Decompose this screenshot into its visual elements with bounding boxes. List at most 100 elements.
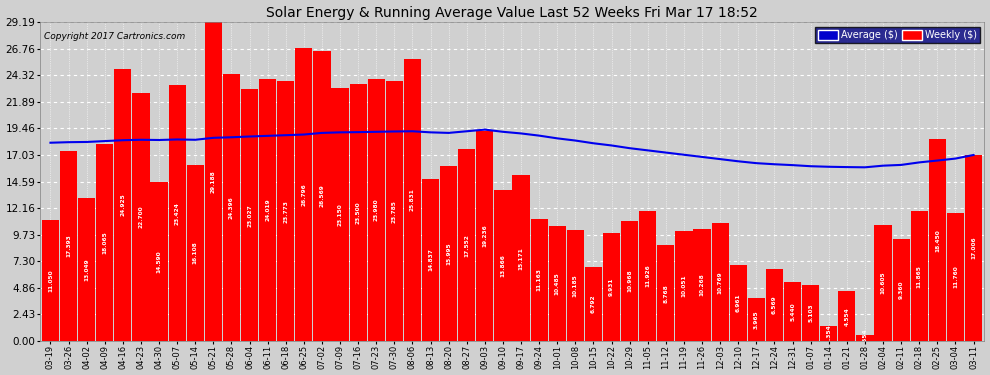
Text: 19.236: 19.236: [482, 225, 487, 248]
Bar: [314, 51, 331, 341]
Bar: [874, 225, 892, 341]
Bar: [494, 189, 512, 341]
Bar: [766, 269, 783, 341]
Bar: [332, 88, 348, 341]
Bar: [657, 245, 674, 341]
Bar: [205, 22, 222, 341]
Text: 9.931: 9.931: [609, 278, 614, 296]
Text: 15.171: 15.171: [519, 247, 524, 270]
Title: Solar Energy & Running Average Value Last 52 Weeks Fri Mar 17 18:52: Solar Energy & Running Average Value Las…: [266, 6, 758, 20]
Text: 11.865: 11.865: [917, 265, 922, 288]
Text: 18.065: 18.065: [102, 231, 107, 254]
Text: 11.926: 11.926: [645, 264, 650, 287]
Text: 23.027: 23.027: [248, 204, 252, 226]
Text: 10.769: 10.769: [718, 271, 723, 294]
Bar: [946, 213, 964, 341]
Bar: [441, 166, 457, 341]
Text: 17.393: 17.393: [66, 235, 71, 257]
Bar: [223, 75, 240, 341]
Text: 23.500: 23.500: [355, 201, 360, 224]
Bar: [349, 84, 366, 341]
Text: 14.837: 14.837: [428, 249, 433, 272]
Text: 13.049: 13.049: [84, 258, 89, 281]
Text: 10.485: 10.485: [554, 272, 559, 295]
Text: Copyright 2017 Cartronics.com: Copyright 2017 Cartronics.com: [45, 32, 185, 40]
Text: 23.773: 23.773: [283, 200, 288, 223]
Bar: [295, 48, 313, 341]
Bar: [42, 220, 59, 341]
Text: 10.051: 10.051: [681, 275, 686, 297]
Bar: [367, 79, 385, 341]
Bar: [603, 232, 620, 341]
Bar: [458, 149, 475, 341]
Text: 11.050: 11.050: [48, 269, 52, 292]
Bar: [856, 335, 873, 341]
Bar: [548, 226, 566, 341]
Bar: [168, 85, 186, 341]
Text: 14.590: 14.590: [156, 250, 161, 273]
Bar: [96, 144, 114, 341]
Text: 18.450: 18.450: [935, 229, 940, 252]
Bar: [78, 198, 95, 341]
Text: 5.103: 5.103: [808, 304, 813, 322]
Text: 10.968: 10.968: [628, 270, 633, 292]
Text: 4.554: 4.554: [844, 307, 849, 326]
Text: 10.605: 10.605: [880, 272, 886, 294]
Text: 13.866: 13.866: [501, 254, 506, 277]
Bar: [259, 79, 276, 341]
Text: 10.185: 10.185: [573, 274, 578, 297]
Bar: [187, 165, 204, 341]
Bar: [839, 291, 855, 341]
Text: 23.424: 23.424: [174, 202, 179, 225]
Text: 6.569: 6.569: [772, 296, 777, 315]
Text: 16.108: 16.108: [193, 242, 198, 264]
Text: 26.796: 26.796: [301, 183, 306, 206]
Text: 25.831: 25.831: [410, 189, 415, 211]
Text: 15.995: 15.995: [446, 242, 451, 265]
Bar: [60, 151, 77, 341]
Bar: [784, 282, 801, 341]
Bar: [747, 298, 765, 341]
Text: 17.552: 17.552: [464, 234, 469, 256]
Text: 11.760: 11.760: [953, 266, 958, 288]
Text: 26.569: 26.569: [320, 184, 325, 207]
Text: 0.554: 0.554: [862, 329, 867, 347]
Bar: [712, 224, 729, 341]
Bar: [277, 81, 294, 341]
Text: 24.019: 24.019: [265, 198, 270, 221]
Bar: [693, 229, 711, 341]
Text: 24.396: 24.396: [229, 196, 234, 219]
Text: 29.188: 29.188: [211, 170, 216, 193]
Text: 11.163: 11.163: [537, 268, 542, 291]
Text: 22.700: 22.700: [139, 206, 144, 228]
Bar: [386, 81, 403, 341]
Bar: [422, 179, 440, 341]
Bar: [929, 140, 946, 341]
Bar: [150, 182, 167, 341]
Bar: [114, 69, 132, 341]
Bar: [513, 175, 530, 341]
Bar: [802, 285, 820, 341]
Legend: Average ($), Weekly ($): Average ($), Weekly ($): [816, 27, 979, 43]
Text: 23.785: 23.785: [392, 200, 397, 222]
Bar: [404, 59, 421, 341]
Bar: [820, 326, 838, 341]
Bar: [476, 131, 493, 341]
Bar: [566, 230, 584, 341]
Bar: [893, 239, 910, 341]
Bar: [531, 219, 547, 341]
Text: 8.768: 8.768: [663, 284, 668, 303]
Text: 5.440: 5.440: [790, 302, 795, 321]
Bar: [640, 211, 656, 341]
Bar: [585, 267, 602, 341]
Bar: [911, 211, 928, 341]
Text: 6.961: 6.961: [736, 294, 741, 312]
Bar: [241, 90, 258, 341]
Text: 9.360: 9.360: [899, 280, 904, 299]
Bar: [675, 231, 693, 341]
Text: 23.150: 23.150: [338, 203, 343, 226]
Text: 3.965: 3.965: [753, 310, 759, 328]
Text: 1.354: 1.354: [827, 324, 832, 343]
Bar: [621, 221, 639, 341]
Bar: [965, 155, 982, 341]
